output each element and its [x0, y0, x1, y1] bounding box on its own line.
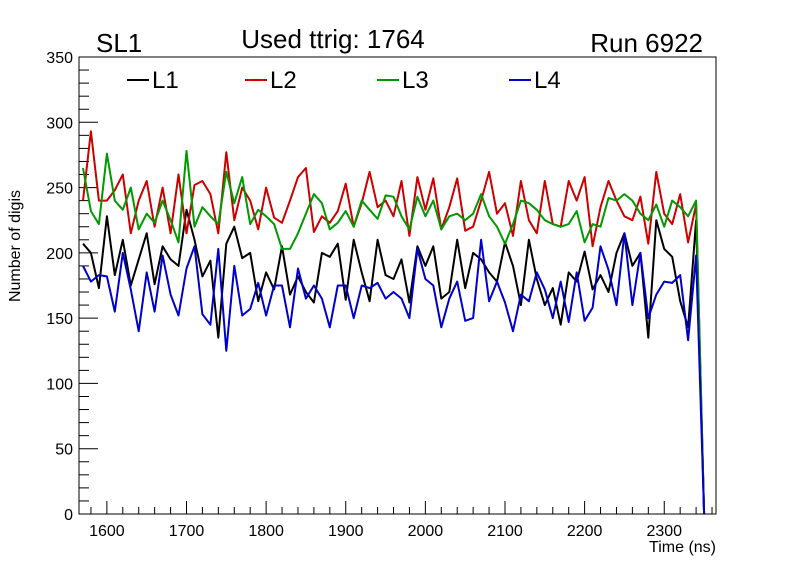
- y-tick-label: 50: [55, 442, 73, 459]
- x-tick-label: 2300: [646, 523, 682, 540]
- x-tick-label: 1600: [89, 523, 125, 540]
- x-tick-label: 1700: [169, 523, 205, 540]
- series-lines: [82, 130, 706, 515]
- x-tick-label: 1800: [248, 523, 284, 540]
- y-tick-label: 200: [46, 246, 73, 263]
- y-tick-label: 150: [46, 311, 73, 328]
- chart-title-center: Used ttrig: 1764: [241, 24, 425, 54]
- x-tick-label: 2000: [408, 523, 444, 540]
- y-tick-label: 100: [46, 376, 73, 393]
- x-tick-label: 1900: [328, 523, 364, 540]
- plot-frame: [78, 56, 717, 515]
- x-tick-label: 2100: [487, 523, 523, 540]
- chart-title-left: SL1: [96, 28, 142, 58]
- legend-label-l4: L4: [534, 67, 561, 94]
- y-tick-label: 250: [46, 181, 73, 198]
- tick-labels: 1600 1700 1800 1900 2000 2100 2200 2300 0 50 100 15…: [46, 50, 682, 540]
- series-line-l2: [82, 130, 706, 515]
- axis-ticks: [79, 56, 713, 515]
- y-tick-label: 300: [46, 115, 73, 132]
- legend-label-l3: L3: [402, 67, 429, 94]
- y-axis-title: Number of digis: [7, 190, 24, 302]
- legend-label-l1: L1: [152, 67, 179, 94]
- legend: L1 L2 L3 L4: [127, 67, 561, 94]
- x-tick-label: 2200: [567, 523, 603, 540]
- legend-label-l2: L2: [270, 67, 297, 94]
- series-line-l3: [82, 150, 706, 515]
- x-axis-title: Time (ns): [649, 539, 716, 556]
- series-line-l1: [82, 208, 706, 515]
- series-line-l4: [82, 232, 706, 515]
- y-tick-label: 0: [64, 507, 73, 524]
- y-tick-label: 350: [46, 50, 73, 67]
- chart-title-right: Run 6922: [590, 28, 703, 58]
